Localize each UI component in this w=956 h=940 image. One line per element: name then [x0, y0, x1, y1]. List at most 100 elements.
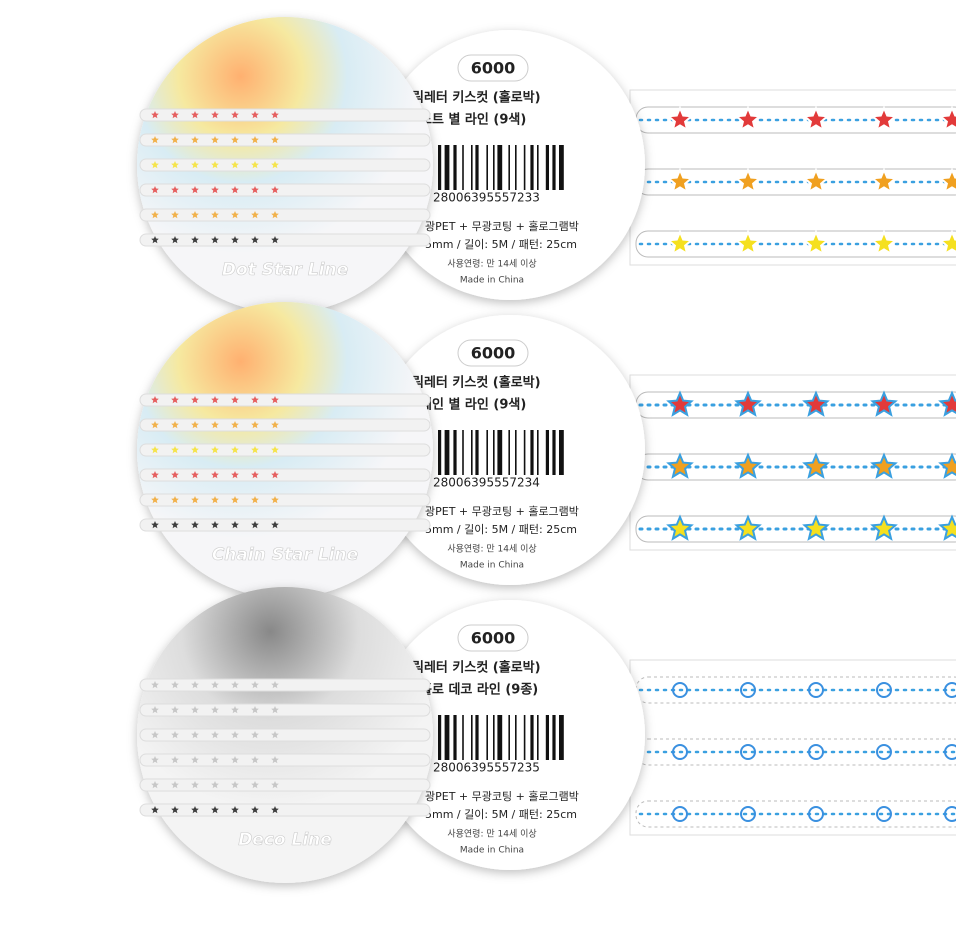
- sample-strip: [139, 418, 431, 432]
- sample-star: [191, 681, 199, 689]
- sample-star: [211, 186, 219, 194]
- tape-star: [802, 229, 830, 256]
- sample-star: [271, 521, 279, 529]
- sample-star: [171, 781, 179, 789]
- tape-star: [666, 167, 694, 194]
- tape-star: [666, 390, 694, 417]
- deco-heart: [672, 682, 688, 698]
- tape-line: [635, 515, 956, 543]
- sample-star: [251, 421, 259, 429]
- sample-star: [151, 706, 159, 714]
- age: 사용연령: 만 14세 이상: [447, 543, 536, 555]
- sample-star: [151, 471, 159, 479]
- product-name: 릭레터 키스컷 (홀로박): [412, 375, 541, 391]
- sample-strip: [139, 393, 431, 407]
- sample-star: [231, 136, 239, 144]
- barcode-bar: [493, 145, 495, 190]
- barcode-bar: [462, 715, 464, 760]
- sample-strip: [139, 108, 431, 122]
- sample-star: [231, 781, 239, 789]
- sample-star: [191, 706, 199, 714]
- sample-star: [251, 446, 259, 454]
- sample-star: [211, 421, 219, 429]
- barcode-bar: [523, 430, 526, 475]
- tape-strip: [629, 659, 956, 836]
- sample-star: [231, 186, 239, 194]
- barcode-bar: [444, 145, 450, 190]
- sample-star: [211, 781, 219, 789]
- barcode: [438, 430, 564, 475]
- sample-star: [271, 706, 279, 714]
- sample-star: [211, 681, 219, 689]
- deco-heart: [808, 744, 824, 760]
- sample-star: [211, 236, 219, 244]
- sample-star: [191, 111, 199, 119]
- barcode-bar: [471, 145, 473, 190]
- sample-star: [251, 236, 259, 244]
- barcode-number: 28006395557235: [433, 761, 540, 775]
- sample-strip: [139, 468, 431, 482]
- sample-strip: [139, 778, 431, 792]
- sample-star: [151, 161, 159, 169]
- sample-star: [211, 471, 219, 479]
- sample-star: [171, 731, 179, 739]
- tape-star: [734, 452, 762, 479]
- sample-strip: [139, 803, 431, 817]
- barcode-bar: [497, 715, 503, 760]
- price: 6000: [471, 344, 516, 363]
- deco-heart: [944, 744, 956, 760]
- sample-star: [151, 731, 159, 739]
- tape-strip: [629, 374, 956, 551]
- deco-heart: [740, 806, 756, 822]
- sample-star: [211, 111, 219, 119]
- barcode-bar: [552, 145, 556, 190]
- sample-star: [211, 496, 219, 504]
- tape-star: [802, 167, 830, 194]
- sample-star: [211, 731, 219, 739]
- sample-star: [171, 236, 179, 244]
- price: 6000: [471, 59, 516, 78]
- barcode-bar: [462, 430, 464, 475]
- barcode-bar: [537, 430, 539, 475]
- product-name: 홀로 데코 라인 (9종): [420, 682, 538, 698]
- sample-star: [231, 756, 239, 764]
- sample-star: [271, 186, 279, 194]
- sample-star: [271, 421, 279, 429]
- tape-star: [938, 390, 956, 417]
- sample-star: [271, 681, 279, 689]
- sample-star: [231, 211, 239, 219]
- sample-strip: [139, 233, 431, 247]
- sample-star: [171, 111, 179, 119]
- sample-title: Deco Line: [238, 830, 332, 850]
- price-tag: [457, 54, 529, 82]
- sample-star: [231, 396, 239, 404]
- tape-star: [938, 452, 956, 479]
- sample-star: [271, 731, 279, 739]
- barcode-bar: [497, 430, 503, 475]
- sample-star: [251, 396, 259, 404]
- sample-star: [251, 781, 259, 789]
- sample-star: [151, 211, 159, 219]
- tape-star: [734, 229, 762, 256]
- sample-star: [151, 756, 159, 764]
- sample-star: [171, 681, 179, 689]
- tape-star: [938, 167, 956, 194]
- spec: 광PET + 무광코팅 + 홀로그램박: [425, 220, 579, 233]
- barcode: [438, 715, 564, 760]
- sample-strip: [139, 133, 431, 147]
- deco-heart: [808, 682, 824, 698]
- spec: 광PET + 무광코팅 + 홀로그램박: [425, 790, 579, 803]
- barcode-bar: [508, 145, 510, 190]
- sample-star: [191, 471, 199, 479]
- barcode-bar: [471, 715, 473, 760]
- sample-star: [191, 781, 199, 789]
- tape-star: [666, 514, 694, 541]
- tape-star: [870, 514, 898, 541]
- tape-star: [802, 514, 830, 541]
- sample-star: [251, 756, 259, 764]
- barcode-bar: [475, 430, 479, 475]
- deco-heart: [808, 806, 824, 822]
- sample-star: [251, 806, 259, 814]
- barcode-bar: [530, 430, 534, 475]
- sample-star: [191, 731, 199, 739]
